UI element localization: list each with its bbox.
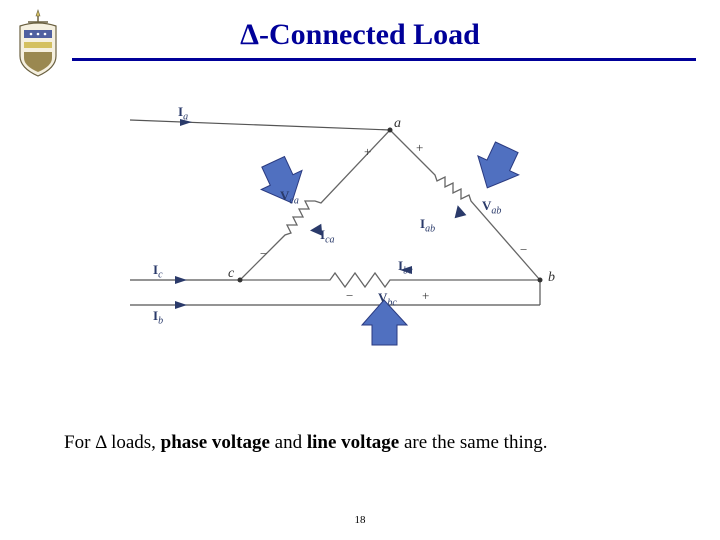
- polarity-ab-plus: +: [416, 140, 423, 156]
- label-Vab: Vab: [482, 198, 501, 217]
- label-Ia: Ia: [178, 104, 188, 123]
- label-Vbc: Vbc: [378, 290, 397, 309]
- delta-load-diagram: a b c Ia Ic Ib Vab Vca Vbc Iab Ibc Ica +…: [120, 110, 560, 370]
- polarity-ca-minus: −: [260, 246, 267, 262]
- node-b-label: b: [548, 270, 555, 286]
- polarity-ca-plus: +: [364, 144, 371, 160]
- node-a-label: a: [394, 116, 401, 132]
- label-Ibc: Ibc: [398, 258, 413, 277]
- label-Ic: Ic: [153, 262, 163, 281]
- arrow-indicator-ab: [467, 138, 527, 198]
- title-underline: [72, 58, 696, 61]
- slide-title: Δ-Connected Load: [0, 18, 720, 52]
- node-c-label: c: [228, 266, 234, 282]
- polarity-bc-plus: +: [422, 288, 429, 304]
- label-Iab: Iab: [420, 216, 435, 235]
- polarity-ab-minus: −: [520, 242, 527, 258]
- polarity-bc-minus: −: [346, 288, 353, 304]
- page-number: 18: [0, 514, 720, 526]
- label-Ib: Ib: [153, 308, 163, 327]
- caption-text: For Δ loads, phase voltage and line volt…: [64, 432, 547, 454]
- label-Vca: Vca: [280, 188, 299, 207]
- label-Ica: Ica: [320, 227, 335, 246]
